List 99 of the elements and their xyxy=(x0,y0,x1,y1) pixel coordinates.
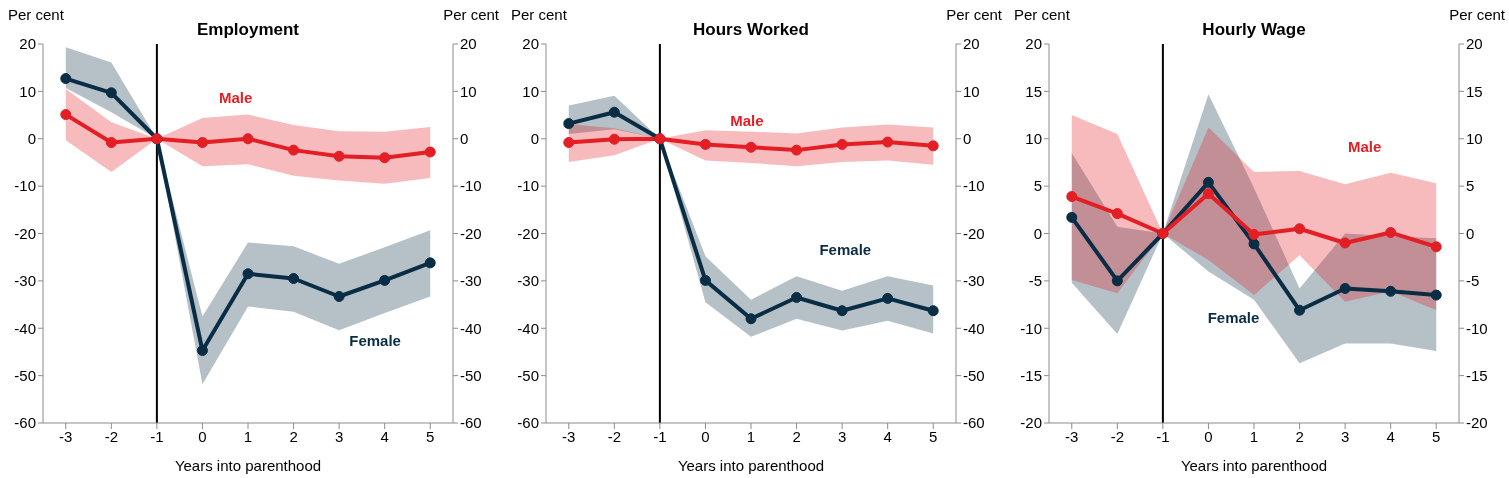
x-axis-title: Years into parenthood xyxy=(677,457,825,474)
y2-tick-label: -20 xyxy=(460,224,482,242)
y2-tick-label: 15 xyxy=(1466,82,1483,100)
x-tick-label: -3 xyxy=(562,427,576,445)
y2-tick-label: -50 xyxy=(460,366,482,384)
x-tick-label: 4 xyxy=(1386,427,1395,445)
y2-tick-label: -20 xyxy=(963,224,985,242)
y-tick-label: 10 xyxy=(19,82,36,100)
y-tick-label: -15 xyxy=(1020,366,1042,384)
x-tick-label: -2 xyxy=(1110,427,1125,445)
y2-tick-label: -50 xyxy=(963,366,985,384)
y2-tick-label: 0 xyxy=(963,130,972,148)
y2-tick-label: 20 xyxy=(963,35,980,53)
x-tick-label: 5 xyxy=(1432,427,1441,445)
y2-axis-title: Per cent xyxy=(443,6,499,23)
series-label: Male xyxy=(730,111,764,129)
y2-tick-label: -40 xyxy=(460,319,482,337)
y2-axis-title: Per cent xyxy=(946,6,1002,23)
y-axis-title: Per cent xyxy=(511,6,567,23)
y2-tick-label: 10 xyxy=(963,82,980,100)
x-tick-label: -1 xyxy=(150,427,164,445)
y-tick-label: -50 xyxy=(14,366,36,384)
x-tick-label: 5 xyxy=(929,427,938,445)
y2-axis-title: Per cent xyxy=(1449,6,1505,23)
x-tick-label: 4 xyxy=(883,427,892,445)
y2-tick-label: -40 xyxy=(963,319,985,337)
y2-tick-label: -30 xyxy=(963,272,985,290)
chart-title: Employment xyxy=(196,20,300,39)
y2-tick-label: -10 xyxy=(460,177,482,195)
x-tick-label: 1 xyxy=(746,427,756,445)
chart-title: Hourly Wage xyxy=(1202,20,1306,39)
y-tick-label: -60 xyxy=(517,414,539,432)
y-tick-label: -60 xyxy=(14,414,36,432)
x-tick-label: -3 xyxy=(59,427,73,445)
y-tick-label: -40 xyxy=(14,319,36,337)
y-tick-label: 5 xyxy=(1033,177,1042,195)
y2-tick-label: -15 xyxy=(1466,366,1488,384)
x-tick-label: -1 xyxy=(653,427,667,445)
y2-tick-label: -30 xyxy=(460,272,482,290)
y-tick-label: 20 xyxy=(19,35,36,53)
x-axis-title: Years into parenthood xyxy=(1180,457,1328,474)
y-tick-label: -10 xyxy=(517,177,539,195)
y2-tick-label: -60 xyxy=(460,414,482,432)
chart-title: Hours Worked xyxy=(693,20,809,39)
x-axis-title: Years into parenthood xyxy=(174,457,322,474)
x-tick-label: -1 xyxy=(1156,427,1170,445)
y2-tick-label: 20 xyxy=(1466,35,1483,53)
x-tick-label: 3 xyxy=(1340,427,1350,445)
x-tick-label: 2 xyxy=(289,427,298,445)
x-tick-label: 4 xyxy=(380,427,389,445)
y2-tick-label: 10 xyxy=(1466,130,1483,148)
y-tick-label: 15 xyxy=(1025,82,1042,100)
y-tick-label: 0 xyxy=(27,130,36,148)
y-tick-label: 0 xyxy=(1033,224,1042,242)
x-tick-label: 0 xyxy=(198,427,207,445)
y2-tick-label: 0 xyxy=(1466,224,1475,242)
y2-tick-label: -60 xyxy=(963,414,985,432)
series-label: Male xyxy=(219,88,253,106)
text: Male xyxy=(1348,137,1382,155)
y-tick-label: -20 xyxy=(517,224,539,242)
y2-tick-label: 10 xyxy=(460,82,477,100)
y2-tick-label: 20 xyxy=(460,35,477,53)
text: Female xyxy=(819,240,872,258)
y-tick-label: -20 xyxy=(14,224,36,242)
x-tick-label: 2 xyxy=(1295,427,1304,445)
x-tick-label: 1 xyxy=(1249,427,1259,445)
x-tick-label: 3 xyxy=(837,427,847,445)
x-tick-label: 2 xyxy=(792,427,801,445)
y-tick-label: -30 xyxy=(517,272,539,290)
text: Female xyxy=(349,331,401,349)
x-tick-label: -2 xyxy=(607,427,622,445)
y-tick-label: 20 xyxy=(522,35,539,53)
x-tick-label: 5 xyxy=(426,427,435,445)
x-tick-label: 3 xyxy=(334,427,344,445)
y-tick-label: 20 xyxy=(1025,35,1042,53)
x-tick-label: -3 xyxy=(1065,427,1079,445)
y-tick-label: -30 xyxy=(14,272,36,290)
y-tick-label: 10 xyxy=(522,82,539,100)
y2-tick-label: -10 xyxy=(1466,319,1488,337)
y2-tick-label: -5 xyxy=(1466,272,1480,290)
y-tick-label: -50 xyxy=(517,366,539,384)
y-axis-title: Per cent xyxy=(8,6,64,23)
y2-tick-label: -20 xyxy=(1466,414,1488,432)
x-tick-label: 0 xyxy=(1204,427,1213,445)
y-tick-label: -20 xyxy=(1020,414,1042,432)
x-tick-label: -2 xyxy=(104,427,119,445)
y-tick-label: -10 xyxy=(1020,319,1042,337)
y-tick-label: -10 xyxy=(14,177,36,195)
y2-tick-label: -10 xyxy=(963,177,985,195)
text: Female xyxy=(1207,308,1260,326)
y-tick-label: 10 xyxy=(1025,130,1042,148)
y-axis-title: Per cent xyxy=(1014,6,1070,23)
y2-tick-label: 5 xyxy=(1466,177,1475,195)
x-tick-label: 0 xyxy=(701,427,710,445)
y-tick-label: -40 xyxy=(517,319,539,337)
y-tick-label: -5 xyxy=(1028,272,1042,290)
y-tick-label: 0 xyxy=(530,130,539,148)
x-tick-label: 1 xyxy=(243,427,253,445)
y2-tick-label: 0 xyxy=(460,130,469,148)
